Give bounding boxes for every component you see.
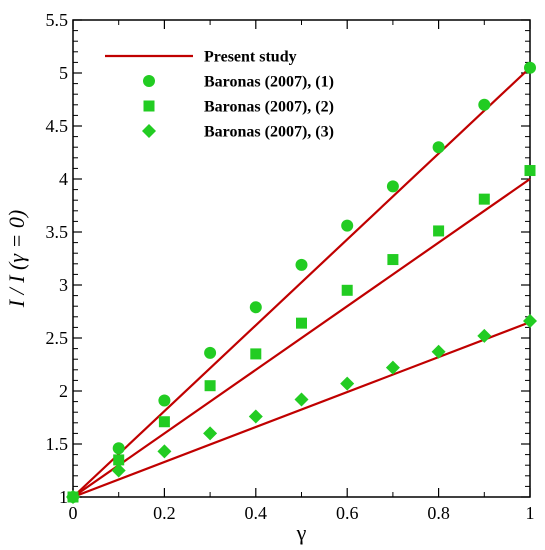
data-point-circle [204,346,217,359]
data-point-square [524,165,536,177]
legend-label: Present study [204,49,297,66]
data-point-square [296,317,307,329]
y-tick-label: 2.5 [46,328,69,348]
y-axis-title: I / I (γ = 0) [4,210,29,308]
data-point-diamond [111,463,126,478]
y-tick-label: 2 [59,381,68,401]
data-point-circle [386,180,399,193]
data-point-circle [478,98,491,111]
legend-label: Baronas (2007), (1) [204,74,334,91]
y-tick-label: 4 [59,169,68,189]
series-line-2 [72,321,531,499]
data-point-circle [524,61,536,74]
series-lines [72,66,531,499]
x-tick-label: 1 [526,503,535,523]
x-tick-label: 0.6 [336,503,359,523]
data-point-diamond [477,328,492,343]
data-point-diamond [294,392,309,407]
data-point-diamond [248,409,263,424]
data-point-circle [112,442,125,455]
legend-circle-symbol [143,75,155,87]
data-point-diamond [340,376,355,391]
series-line-1 [72,178,531,498]
legend-diamond-symbol [142,124,156,138]
legend-label: Baronas (2007), (2) [204,99,334,116]
x-tick-label: 0.8 [427,503,450,523]
y-tick-label: 4.5 [46,116,69,136]
y-tick-label: 3.5 [46,222,69,242]
data-point-diamond [523,314,537,329]
series-line-0 [72,66,531,498]
data-point-square [158,416,170,428]
tick-marks [72,19,531,498]
tick-labels: 0 0.2 0.4 0.6 0.8 1 1 1.5 2 2.5 3 3.5 4 4.5 5 5.5 [46,10,535,523]
y-tick-label: 5.5 [46,10,69,30]
legend: Present study Baronas (2007), (1) Baronas … [105,49,334,141]
data-point-square [433,225,445,237]
data-point-square [341,284,353,296]
data-point-circle [341,219,354,232]
data-point-circle [295,258,308,271]
legend-label: Baronas (2007), (3) [204,124,334,141]
y-tick-label: 1.5 [46,434,69,454]
y-tick-label: 3 [59,275,68,295]
x-axis-title: γ [296,520,307,545]
data-point-square [204,380,216,392]
data-point-square [250,348,262,360]
y-tick-label: 1 [59,487,68,507]
legend-square-symbol [143,100,155,112]
x-tick-label: 0 [69,503,78,523]
series-markers [66,61,537,504]
data-point-square [387,254,399,266]
data-point-circle [158,394,171,407]
x-tick-label: 0.2 [153,503,176,523]
data-point-circle [432,141,445,154]
data-point-diamond [385,360,400,375]
data-point-square [113,454,125,466]
x-tick-label: 0.4 [245,503,268,523]
data-point-diamond [203,426,218,441]
data-point-square [478,193,490,205]
plot-area [72,19,531,498]
data-point-circle [249,301,262,314]
data-point-diamond [157,444,172,459]
data-point-diamond [431,344,446,359]
data-point-diamond [66,490,80,504]
y-tick-label: 5 [59,63,68,83]
